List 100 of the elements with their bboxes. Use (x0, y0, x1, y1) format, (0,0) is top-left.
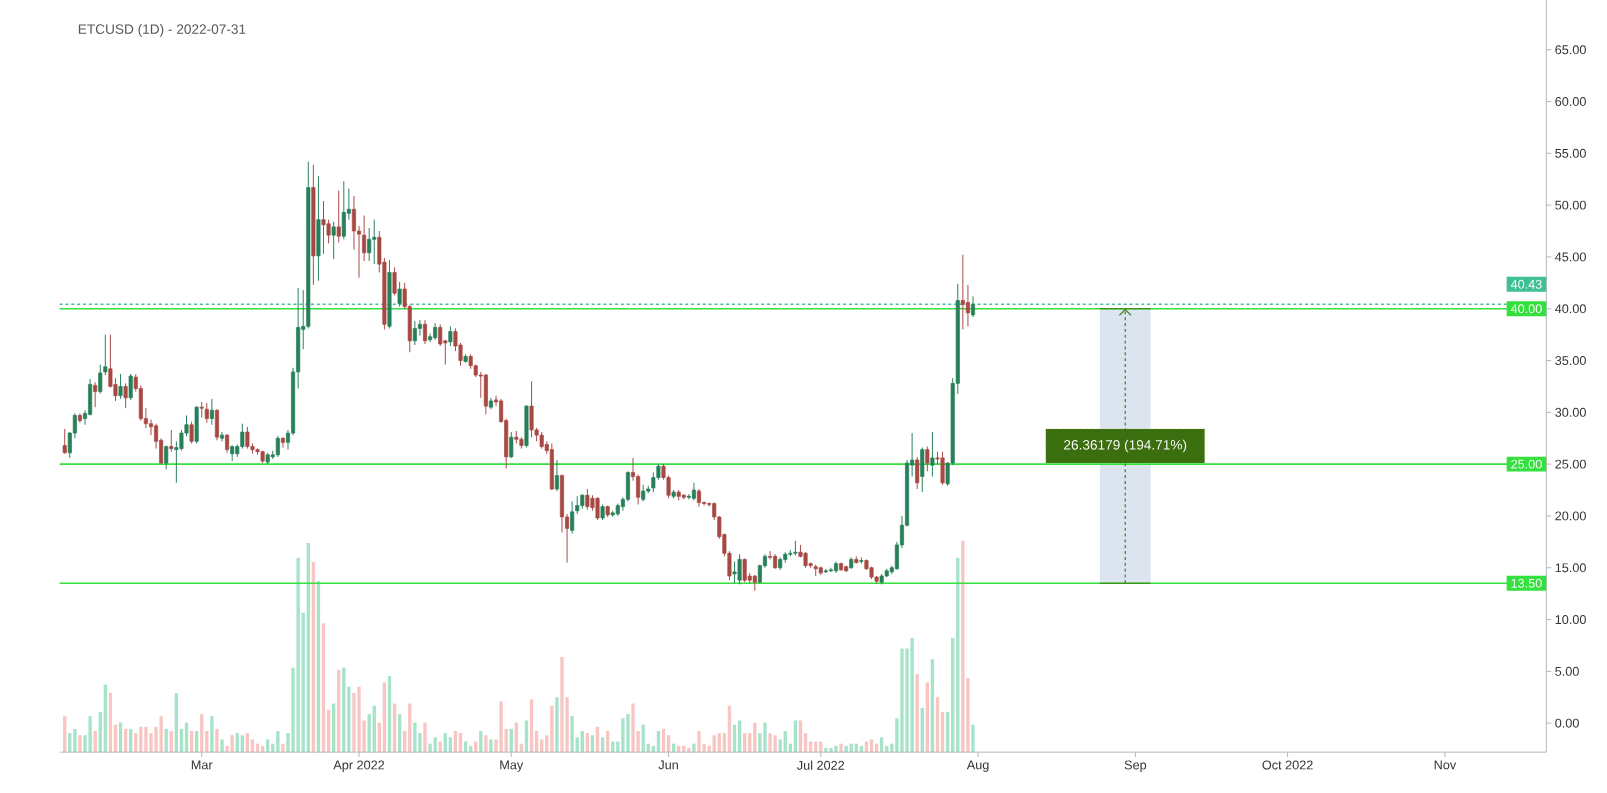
bar (448, 737, 453, 753)
candlestick (93, 381, 98, 408)
candlestick (280, 436, 285, 448)
y-tick-label: 25.00 (1555, 459, 1586, 469)
candlestick (189, 421, 194, 444)
bar (940, 711, 945, 753)
x-tick-label: May (500, 760, 524, 772)
bar (382, 682, 387, 753)
candlestick (965, 284, 970, 327)
bar (484, 735, 488, 753)
bar (529, 699, 534, 753)
bar (778, 739, 782, 753)
candlestick (392, 266, 397, 296)
bar (524, 720, 529, 753)
y-tick-label: 60.00 (1555, 96, 1586, 106)
bar (397, 714, 402, 753)
x-tick-label: Sep (1124, 760, 1147, 772)
annotation: 26.36179 (194.71%) (1064, 439, 1187, 453)
y-tick-label: 0.00 (1555, 718, 1579, 728)
bar (210, 716, 214, 753)
bar (540, 739, 544, 753)
bar (347, 686, 351, 753)
y-tick-label: 10.00 (1555, 614, 1586, 624)
candlestick (128, 373, 133, 401)
bar (489, 739, 493, 753)
ref-line-label: 13.50 (1511, 578, 1542, 588)
candlestick (422, 319, 428, 345)
y-tick-label: 5.00 (1555, 666, 1579, 676)
bar (600, 737, 605, 753)
bar (266, 739, 270, 753)
bar (276, 730, 280, 753)
candlestick (570, 500, 575, 534)
bar (93, 730, 97, 753)
ref-line-label: 40.00 (1510, 304, 1542, 314)
bar (869, 739, 874, 753)
candlestick (199, 401, 204, 418)
bar (951, 637, 955, 753)
x-tick-label: Aug (966, 760, 989, 772)
x-tick-label: Jul 2022 (797, 760, 845, 770)
x-tick-label: Apr 2022 (333, 760, 385, 772)
ref-line-label: 25.00 (1511, 459, 1542, 469)
x-tick-label: Mar (191, 760, 213, 770)
y-tick-label: 35.00 (1555, 355, 1586, 365)
candlestick (209, 398, 214, 426)
candlestick (970, 295, 976, 318)
bar (844, 745, 848, 753)
y-tick-label: 15.00 (1555, 563, 1586, 573)
y-tick-label: 20.00 (1555, 511, 1586, 521)
bar (570, 716, 574, 753)
bar (215, 728, 219, 753)
candlestick (123, 382, 128, 409)
bar (880, 737, 884, 753)
ref-line-label: 40.43 (1510, 279, 1542, 289)
bar (839, 743, 843, 753)
x-tick-label: Oct 2022 (1262, 760, 1313, 770)
bar (971, 724, 975, 753)
bar (935, 697, 940, 753)
bar (250, 739, 255, 753)
candlestick (62, 428, 67, 455)
bar (281, 743, 285, 753)
candlestick (362, 214, 367, 262)
y-tick-label: 50.00 (1555, 200, 1586, 210)
bar (220, 739, 224, 753)
bar (930, 659, 935, 753)
bar (687, 747, 691, 753)
bar (692, 743, 696, 753)
candlestick (169, 429, 174, 453)
y-tick-label: 40.00 (1555, 304, 1586, 314)
bar (423, 722, 427, 753)
bar (63, 716, 67, 753)
bar (925, 682, 930, 753)
candlestick (336, 190, 341, 243)
y-tick-label: 30.00 (1555, 407, 1586, 417)
bar (321, 623, 326, 753)
bar (550, 705, 554, 753)
x-tick-label: Jun (658, 760, 678, 770)
candlestick (925, 445, 930, 472)
candlestick (164, 444, 169, 470)
y-tick-label: 55.00 (1555, 148, 1586, 158)
bar (367, 714, 371, 753)
y-tick-label: 65.00 (1555, 45, 1586, 55)
candlestick (509, 431, 514, 459)
candlestick (118, 373, 123, 400)
candlestick (417, 319, 422, 337)
bar (737, 720, 742, 753)
bar (200, 714, 204, 753)
bar (798, 720, 803, 753)
candlestick (397, 281, 402, 308)
candlestick (204, 402, 209, 424)
text: ETCUSD (1D) - 2022-07-31 (78, 23, 246, 37)
x-tick-label: Nov (1434, 760, 1457, 770)
candlestick (331, 221, 336, 260)
bar (575, 737, 579, 753)
bar (73, 728, 77, 753)
candlestick (554, 459, 559, 492)
bar (793, 720, 798, 753)
y-tick-label: 45.00 (1555, 252, 1586, 262)
candlestick (930, 431, 935, 477)
candlestick (915, 456, 920, 490)
bar (78, 735, 82, 753)
